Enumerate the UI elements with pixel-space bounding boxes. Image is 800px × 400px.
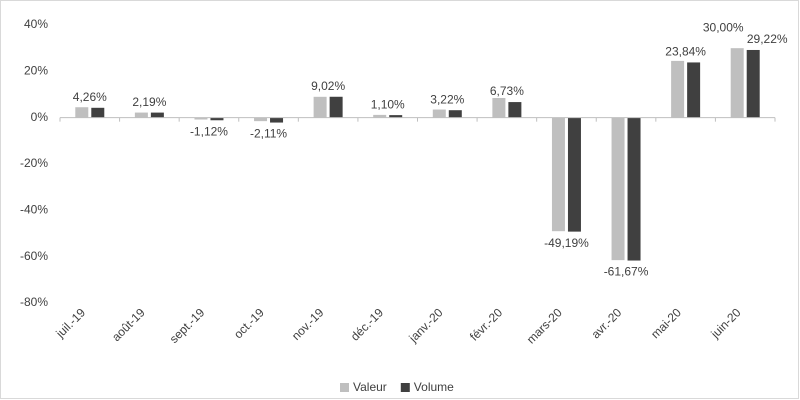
bar: [611, 117, 625, 261]
legend-swatch: [400, 383, 410, 392]
data-label: -2,11%: [250, 127, 287, 141]
bar: [551, 117, 565, 232]
bar: [91, 107, 105, 118]
bar: [373, 114, 387, 118]
legend-swatch: [340, 383, 349, 392]
bar: [687, 62, 701, 118]
data-label: 2,19%: [132, 95, 166, 109]
bar: [567, 117, 581, 232]
y-tick-label: -40%: [20, 203, 48, 217]
bar: [492, 97, 506, 118]
data-label: -61,67%: [604, 265, 649, 279]
bar: [448, 110, 462, 118]
bar: [671, 60, 685, 118]
bar: [730, 48, 744, 118]
bar: [150, 112, 164, 118]
bar: [254, 117, 268, 122]
bar: [746, 49, 760, 118]
bar: [75, 107, 89, 118]
data-label: -49,19%: [544, 236, 589, 250]
bar: [329, 96, 343, 118]
bar: [508, 102, 522, 118]
data-label: 4,26%: [73, 90, 107, 104]
bar: [194, 117, 208, 120]
data-label: 23,84%: [665, 45, 706, 59]
y-tick-label: 0%: [31, 110, 49, 124]
y-tick-label: -80%: [20, 295, 48, 309]
y-tick-label: 40%: [24, 17, 48, 31]
data-label: 6,73%: [490, 84, 524, 98]
bar: [313, 96, 327, 118]
data-label: 9,02%: [311, 79, 345, 93]
legend-label: Valeur: [353, 380, 387, 394]
y-tick-label: 20%: [24, 64, 48, 78]
bar: [210, 117, 224, 121]
data-label: -1,12%: [190, 124, 228, 138]
bar: [432, 109, 446, 118]
bar: [627, 117, 641, 261]
data-label: 3,22%: [430, 92, 464, 106]
bar: [270, 117, 284, 123]
data-label: 30,00%: [703, 20, 744, 34]
data-label: 1,10%: [371, 97, 405, 111]
data-label: 29,22%: [747, 32, 788, 46]
y-tick-label: -20%: [20, 156, 48, 170]
bar: [389, 115, 403, 118]
y-tick-label: -60%: [20, 249, 48, 263]
bar: [134, 112, 148, 118]
legend-label: Volume: [414, 380, 454, 394]
